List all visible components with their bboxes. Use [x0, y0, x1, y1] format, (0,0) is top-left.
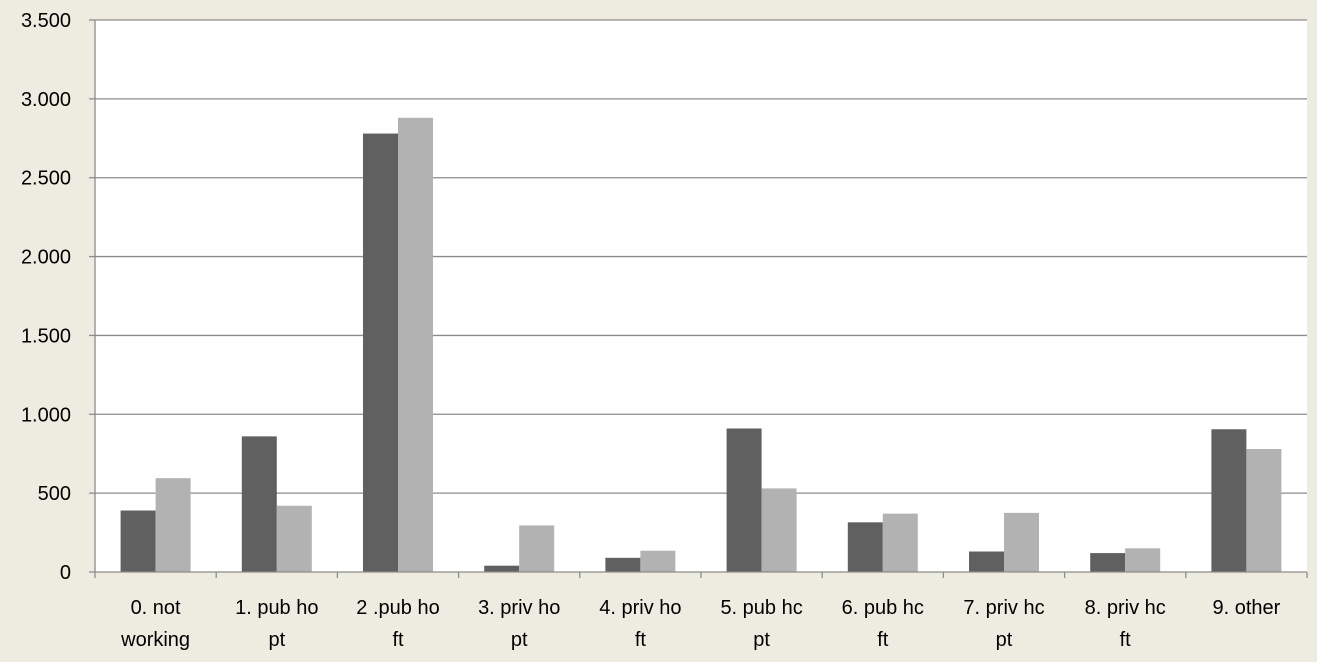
x-tick-label: 9. other — [1212, 597, 1280, 619]
bar — [1125, 548, 1161, 572]
bar — [882, 513, 918, 572]
y-tick-labels: 0 500 1.000 1.500 2.000 2.500 3.000 3.500 — [21, 10, 71, 584]
x-tick-label: ft — [1120, 629, 1132, 651]
x-tick-label: 7. priv hc — [963, 597, 1044, 619]
y-tick-label: 500 — [38, 483, 71, 505]
x-tick-labels: 0. not working 1. pub ho pt 2 .pub ho ft 3. pr… — [120, 597, 1281, 651]
bar — [276, 505, 312, 572]
y-tick-label: 2.500 — [21, 168, 71, 190]
x-tick-label: working — [120, 629, 190, 651]
bar — [484, 565, 520, 572]
x-tick-label: 4. priv ho — [599, 597, 681, 619]
y-tick-label: 2.000 — [21, 247, 71, 269]
bar — [761, 488, 797, 572]
y-tick-label: 3.500 — [21, 10, 71, 32]
bar — [241, 436, 277, 572]
bar — [120, 510, 156, 572]
bar — [155, 478, 191, 572]
x-tick-label: pt — [753, 629, 770, 651]
y-tick-label: 3.000 — [21, 89, 71, 111]
x-tick-label: ft — [392, 629, 404, 651]
gridlines — [95, 19, 1307, 494]
y-tick-label: 1.000 — [21, 404, 71, 426]
x-tick-label: 5. pub hc — [720, 597, 802, 619]
plot-area — [95, 20, 1307, 572]
y-tick-label: 0 — [60, 562, 71, 584]
bar — [1211, 429, 1247, 572]
x-tick-label: ft — [877, 629, 889, 651]
x-tick-label: 3. priv ho — [478, 597, 560, 619]
x-tick-label: ft — [635, 629, 647, 651]
y-tick-label: 1.500 — [21, 325, 71, 347]
bar — [1090, 553, 1126, 572]
x-tick-label: pt — [996, 629, 1013, 651]
x-tick-label: 6. pub hc — [842, 597, 924, 619]
bar — [969, 551, 1004, 572]
axes — [89, 19, 1308, 578]
x-tick-label: 2 .pub ho — [356, 597, 439, 619]
x-tick-label: 1. pub ho — [235, 597, 318, 619]
bar — [726, 428, 762, 572]
x-tick-label: 0. not — [131, 597, 181, 619]
x-tick-label: pt — [511, 629, 528, 651]
bar — [519, 525, 555, 572]
x-tick-label: 8. priv hc — [1085, 597, 1166, 619]
bar — [1004, 512, 1039, 572]
bars — [120, 117, 1282, 572]
bar — [363, 133, 398, 572]
bar — [640, 550, 676, 572]
x-tick-label: pt — [268, 629, 285, 651]
bar — [847, 522, 883, 572]
bar — [605, 557, 641, 572]
bar — [1246, 448, 1282, 572]
bar — [398, 117, 433, 572]
